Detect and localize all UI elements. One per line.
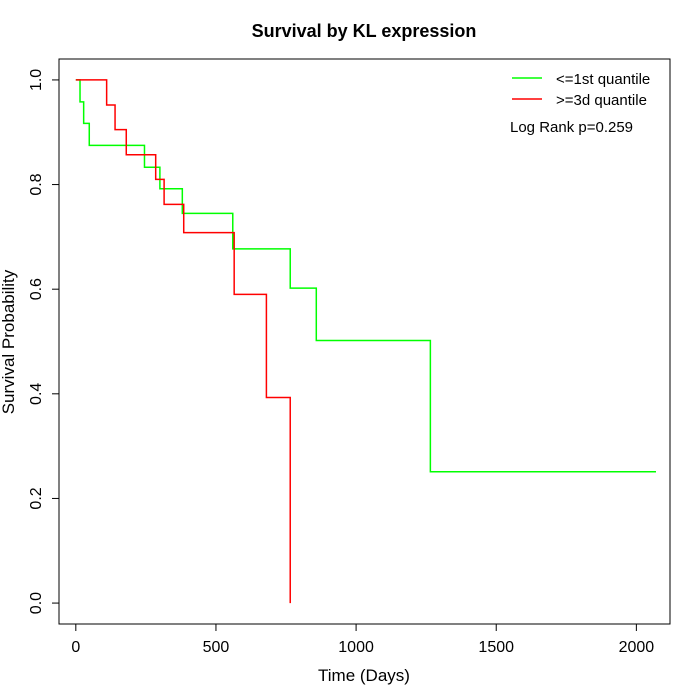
- y-tick-label: 0.6: [28, 278, 45, 300]
- y-tick-label: 0.0: [28, 592, 45, 614]
- log-rank-annotation: Log Rank p=0.259: [510, 119, 633, 136]
- survival-curve-high: [75, 79, 291, 604]
- y-axis: 0.0 0.2 0.4 0.6 0.8 1.0: [28, 69, 59, 614]
- legend-label-high: >=3d quantile: [556, 92, 647, 109]
- legend: <=1st quantile >=3d quantile Log Rank p=…: [510, 71, 650, 136]
- y-tick-label: 0.4: [28, 383, 45, 405]
- x-axis-title: Time (Days): [318, 666, 410, 685]
- y-axis-title: Survival Probability: [0, 269, 18, 414]
- y-tick-label: 0.8: [28, 173, 45, 195]
- x-tick-label: 1000: [338, 639, 374, 656]
- x-tick-label: 500: [203, 639, 230, 656]
- y-tick-label: 0.2: [28, 487, 45, 509]
- x-axis: 0 500 1000 1500 2000: [71, 623, 655, 656]
- x-tick-label: 1500: [478, 639, 514, 656]
- survival-curves: [75, 79, 656, 604]
- plot-frame: [58, 58, 671, 625]
- chart-title: Survival by KL expression: [252, 21, 477, 41]
- x-tick-label: 2000: [619, 639, 655, 656]
- survival-curve-low: [75, 79, 656, 473]
- legend-label-low: <=1st quantile: [556, 71, 650, 88]
- x-tick-label: 0: [71, 639, 80, 656]
- y-tick-label: 1.0: [28, 69, 45, 91]
